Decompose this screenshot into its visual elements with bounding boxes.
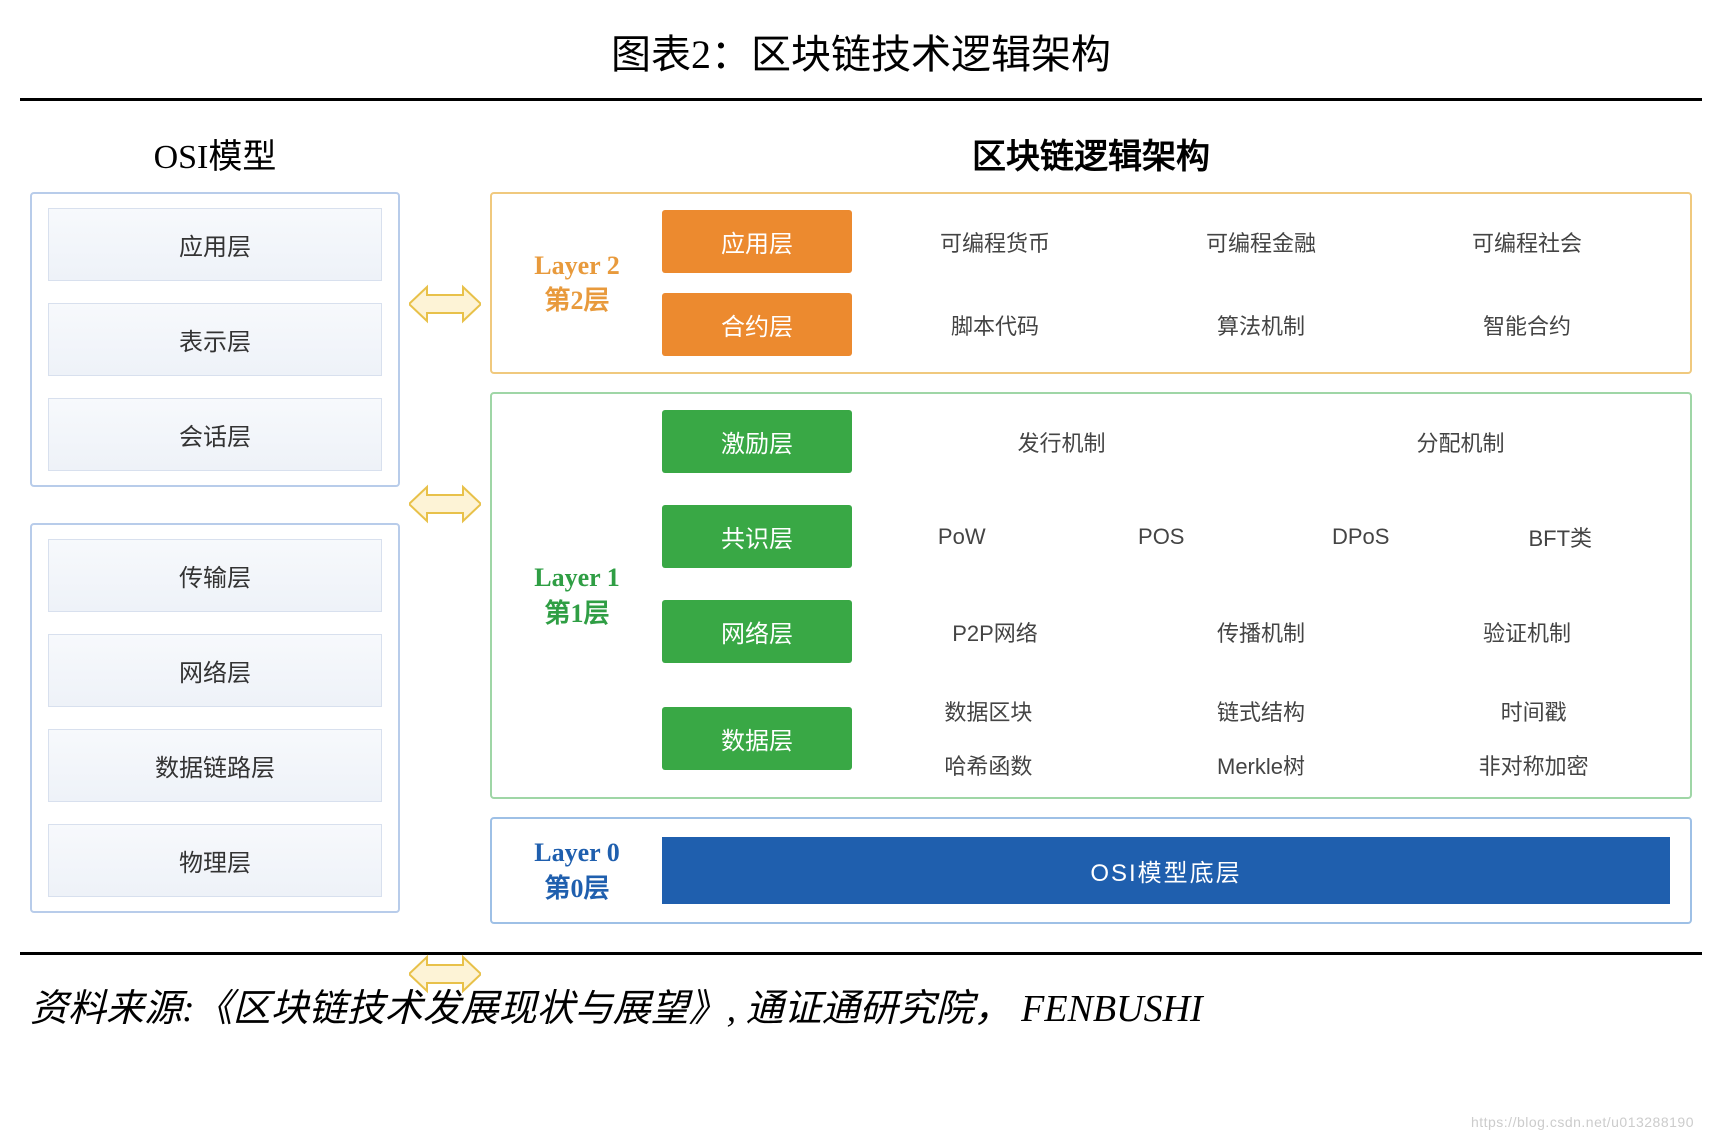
layer-item: 分配机制 [1261,426,1660,458]
layer-item: 可编程货币 [862,226,1128,258]
panel-label: Layer 1第1层 [492,394,662,797]
layer-items: 脚本代码算法机制智能合约 [852,309,1670,341]
layer-chip: 数据层 [662,707,852,770]
osi-layer-item: 传输层 [48,539,382,612]
double-arrow-icon [409,951,481,997]
layer-chip: 激励层 [662,410,852,473]
layer-item: P2P网络 [862,616,1128,648]
layer-chip: 网络层 [662,600,852,663]
layer-item: PoW [862,524,1062,550]
layer-item: 发行机制 [862,426,1261,458]
layer-row: 合约层脚本代码算法机制智能合约 [662,293,1670,356]
osi-layer-item: 物理层 [48,824,382,897]
layer-items: 数据区块链式结构时间戳哈希函数Merkle树非对称加密 [852,695,1670,781]
layer-item: 非对称加密 [1397,749,1670,781]
layer-item: 可编程金融 [1128,226,1394,258]
layer-chip: 合约层 [662,293,852,356]
osi-column: OSI模型 应用层表示层会话层传输层网络层数据链路层物理层 [30,121,400,942]
layer-row: 激励层发行机制分配机制 [662,410,1670,473]
osi-layer-item: 会话层 [48,398,382,471]
double-arrow-icon [409,281,481,327]
osi-group: 应用层表示层会话层 [30,192,400,487]
osi-group: 传输层网络层数据链路层物理层 [30,523,400,913]
layer-item: 数据区块 [852,695,1125,727]
panel-layer0: Layer 0第0层OSI模型底层 [490,817,1692,924]
layer-item: POS [1062,524,1262,550]
arrows-column [400,121,490,942]
blockchain-column: 区块链逻辑架构 Layer 2第2层应用层可编程货币可编程金融可编程社会合约层脚… [490,121,1692,942]
layer-item: 传播机制 [1128,616,1394,648]
layer-row: 共识层PoWPOSDPoSBFT类 [662,505,1670,568]
layer-items: 可编程货币可编程金融可编程社会 [852,226,1670,258]
layer-item: 智能合约 [1394,309,1660,341]
osi-layer-item: 网络层 [48,634,382,707]
layer0-bar: OSI模型底层 [662,837,1670,904]
panel-label: Layer 0第0层 [492,819,662,922]
layer-item: 算法机制 [1128,309,1394,341]
osi-heading: OSI模型 [30,121,400,192]
watermark: https://blog.csdn.net/u013288190 [1471,1114,1694,1130]
layer-item: 脚本代码 [862,309,1128,341]
diagram-body: OSI模型 应用层表示层会话层传输层网络层数据链路层物理层 区块链逻辑架构 La… [0,101,1722,952]
layer-item: DPoS [1261,524,1461,550]
panel-body: 激励层发行机制分配机制共识层PoWPOSDPoSBFT类网络层P2P网络传播机制… [662,394,1690,797]
layer-chip: 应用层 [662,210,852,273]
layer-row: 网络层P2P网络传播机制验证机制 [662,600,1670,663]
osi-layer-item: 表示层 [48,303,382,376]
source-line: 资料来源:《区块链技术发展现状与展望》, 通证通研究院， FENBUSHI [0,955,1722,1032]
figure-title: 图表2：区块链技术逻辑架构 [0,0,1722,98]
osi-layer-item: 数据链路层 [48,729,382,802]
panel-layer1: Layer 1第1层激励层发行机制分配机制共识层PoWPOSDPoSBFT类网络… [490,392,1692,799]
layer-items: P2P网络传播机制验证机制 [852,616,1670,648]
layer-chip: 共识层 [662,505,852,568]
panel-body: 应用层可编程货币可编程金融可编程社会合约层脚本代码算法机制智能合约 [662,194,1690,372]
layer-items: 发行机制分配机制 [852,426,1670,458]
layer-item: 链式结构 [1125,695,1398,727]
panel-label: Layer 2第2层 [492,194,662,372]
layer-item: 可编程社会 [1394,226,1660,258]
panel-layer2: Layer 2第2层应用层可编程货币可编程金融可编程社会合约层脚本代码算法机制智… [490,192,1692,374]
double-arrow-icon [409,481,481,527]
layer-item: Merkle树 [1125,749,1398,781]
blockchain-heading: 区块链逻辑架构 [490,121,1692,192]
osi-layer-item: 应用层 [48,208,382,281]
layer-item: 哈希函数 [852,749,1125,781]
layer-items: PoWPOSDPoSBFT类 [852,521,1670,553]
layer-item: 验证机制 [1394,616,1660,648]
layer-row: 应用层可编程货币可编程金融可编程社会 [662,210,1670,273]
layer-item: BFT类 [1461,521,1661,553]
layer-row: 数据层数据区块链式结构时间戳哈希函数Merkle树非对称加密 [662,695,1670,781]
layer-item: 时间戳 [1397,695,1670,727]
